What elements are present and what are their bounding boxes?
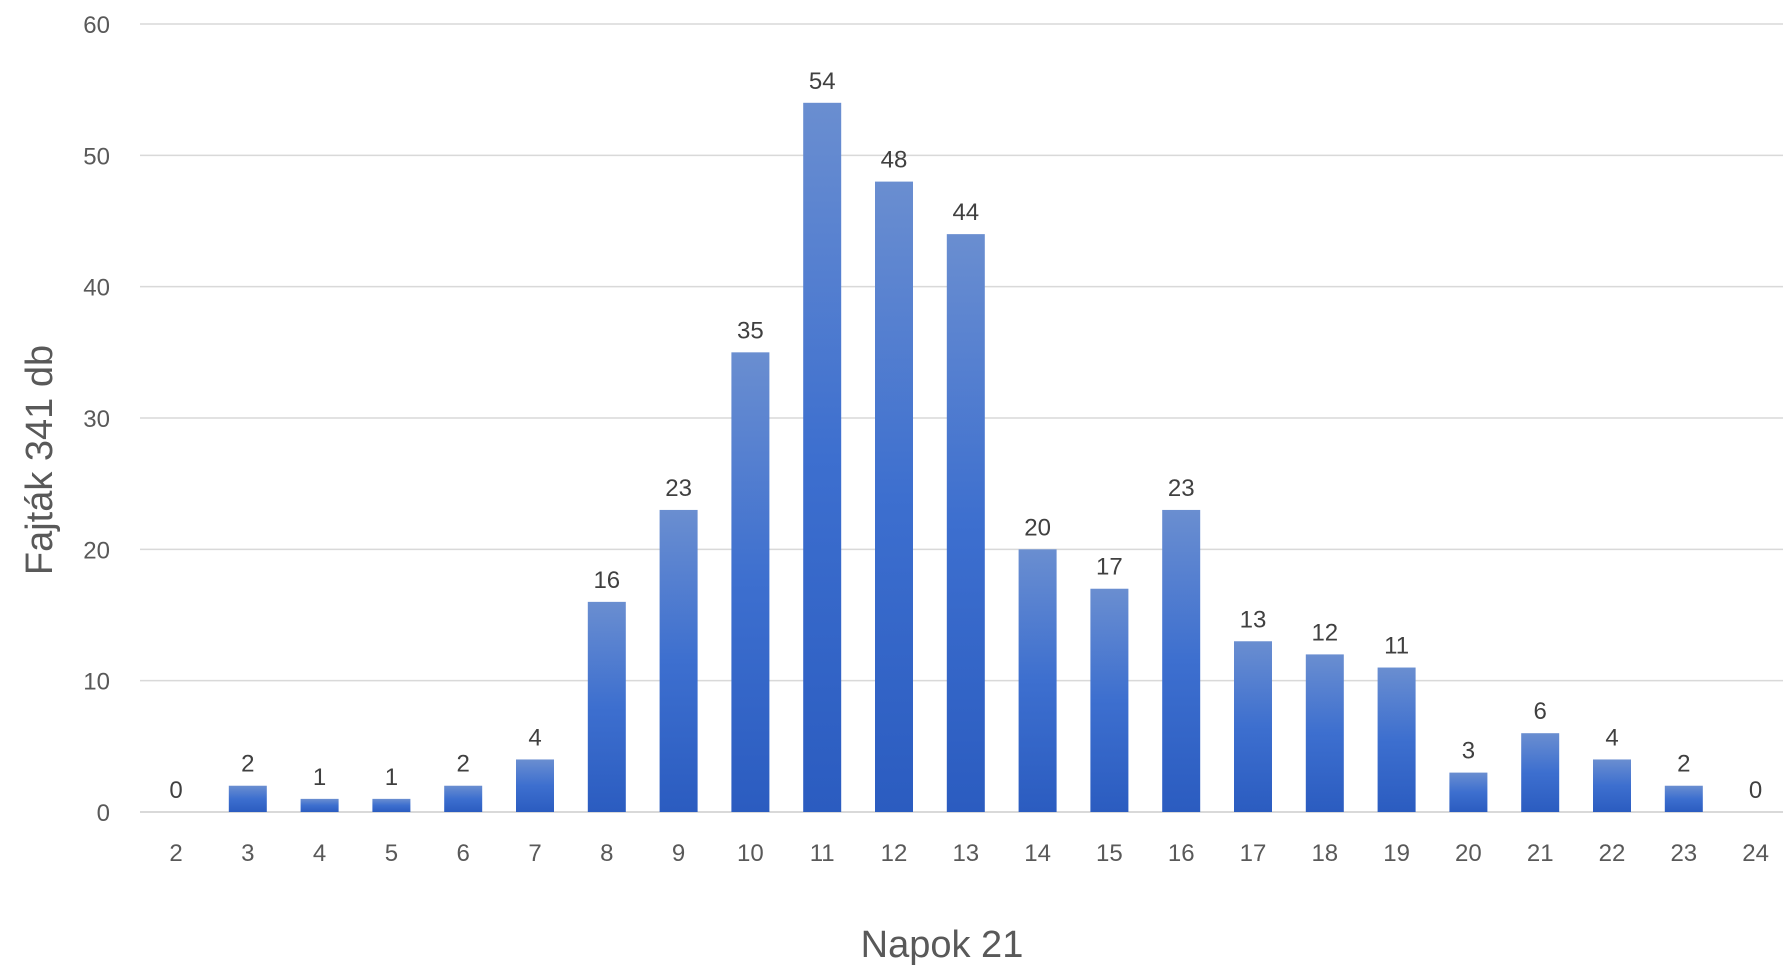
data-label: 2 [1677, 751, 1690, 778]
data-label: 23 [665, 475, 692, 502]
y-axis-title: Fajták 341 db [19, 345, 61, 575]
data-label: 4 [528, 724, 541, 751]
x-tick-label: 12 [881, 840, 908, 867]
x-tick-label: 15 [1096, 840, 1123, 867]
data-label: 44 [952, 199, 979, 226]
data-label: 35 [737, 317, 764, 344]
data-label: 12 [1311, 619, 1338, 646]
x-tick-label: 23 [1670, 840, 1697, 867]
bar [1521, 733, 1560, 812]
bar [659, 509, 698, 812]
x-tick-label: 4 [313, 840, 326, 867]
x-tick-label: 16 [1168, 840, 1195, 867]
bar [587, 601, 626, 812]
bar [516, 759, 554, 812]
bar [1449, 772, 1488, 812]
data-label: 2 [457, 751, 470, 778]
y-tick-label: 60 [83, 12, 110, 39]
x-tick-label: 8 [600, 840, 613, 867]
x-tick-label: 14 [1024, 840, 1051, 867]
data-label: 16 [593, 567, 620, 594]
data-label: 1 [313, 764, 326, 791]
bar [731, 352, 770, 812]
bar [1664, 785, 1703, 812]
bar [1090, 588, 1129, 812]
x-tick-label: 18 [1311, 840, 1338, 867]
x-tick-label: 10 [737, 840, 764, 867]
data-label: 48 [881, 147, 908, 174]
data-label: 23 [1168, 475, 1195, 502]
x-tick-label: 3 [241, 840, 254, 867]
x-tick-label: 24 [1742, 840, 1769, 867]
bar [1234, 641, 1272, 812]
data-label: 13 [1240, 606, 1267, 633]
data-label: 20 [1024, 514, 1051, 541]
bar [1162, 509, 1201, 812]
y-tick-label: 0 [97, 800, 110, 827]
bar [228, 785, 267, 812]
x-tick-label: 19 [1383, 840, 1410, 867]
bar [1593, 759, 1631, 812]
y-tick-label: 30 [83, 406, 110, 433]
bar [803, 102, 842, 813]
x-tick-label: 20 [1455, 840, 1482, 867]
x-tick-label: 13 [952, 840, 979, 867]
bar [1305, 654, 1344, 812]
data-label: 3 [1462, 738, 1475, 765]
x-tick-label: 6 [457, 840, 470, 867]
y-tick-label: 20 [83, 537, 110, 564]
x-axis-ticks: 2 3 4 5 6 7 8 9 10 11 12 13 14 15 16 17 18 19 20 21 22 23 24 [169, 840, 1769, 867]
bars [228, 102, 1703, 813]
data-label: 4 [1605, 724, 1618, 751]
x-tick-label: 21 [1527, 840, 1554, 867]
data-label: 54 [809, 68, 836, 95]
bar [372, 798, 411, 812]
x-tick-label: 17 [1240, 840, 1267, 867]
x-axis-title: Napok 21 [861, 924, 1024, 966]
y-tick-label: 40 [83, 275, 110, 302]
bar [1018, 549, 1057, 812]
bar [444, 785, 483, 812]
bar [946, 234, 985, 813]
bar [875, 181, 913, 813]
data-label: 2 [241, 751, 254, 778]
x-tick-label: 9 [672, 840, 685, 867]
x-tick-label: 2 [169, 840, 182, 867]
y-axis-ticks: 0 10 20 30 40 50 60 [83, 12, 110, 827]
data-label: 0 [169, 777, 182, 804]
y-tick-label: 50 [83, 143, 110, 170]
x-tick-label: 22 [1599, 840, 1626, 867]
y-tick-label: 10 [83, 669, 110, 696]
data-label: 11 [1384, 633, 1409, 660]
x-tick-label: 11 [810, 840, 835, 867]
x-tick-label: 7 [528, 840, 541, 867]
x-tick-label: 5 [385, 840, 398, 867]
bar [300, 798, 339, 812]
data-label: 17 [1096, 554, 1123, 581]
bar [1377, 667, 1416, 812]
data-label: 6 [1534, 698, 1547, 725]
data-label: 1 [385, 764, 398, 791]
data-label: 0 [1749, 777, 1762, 804]
